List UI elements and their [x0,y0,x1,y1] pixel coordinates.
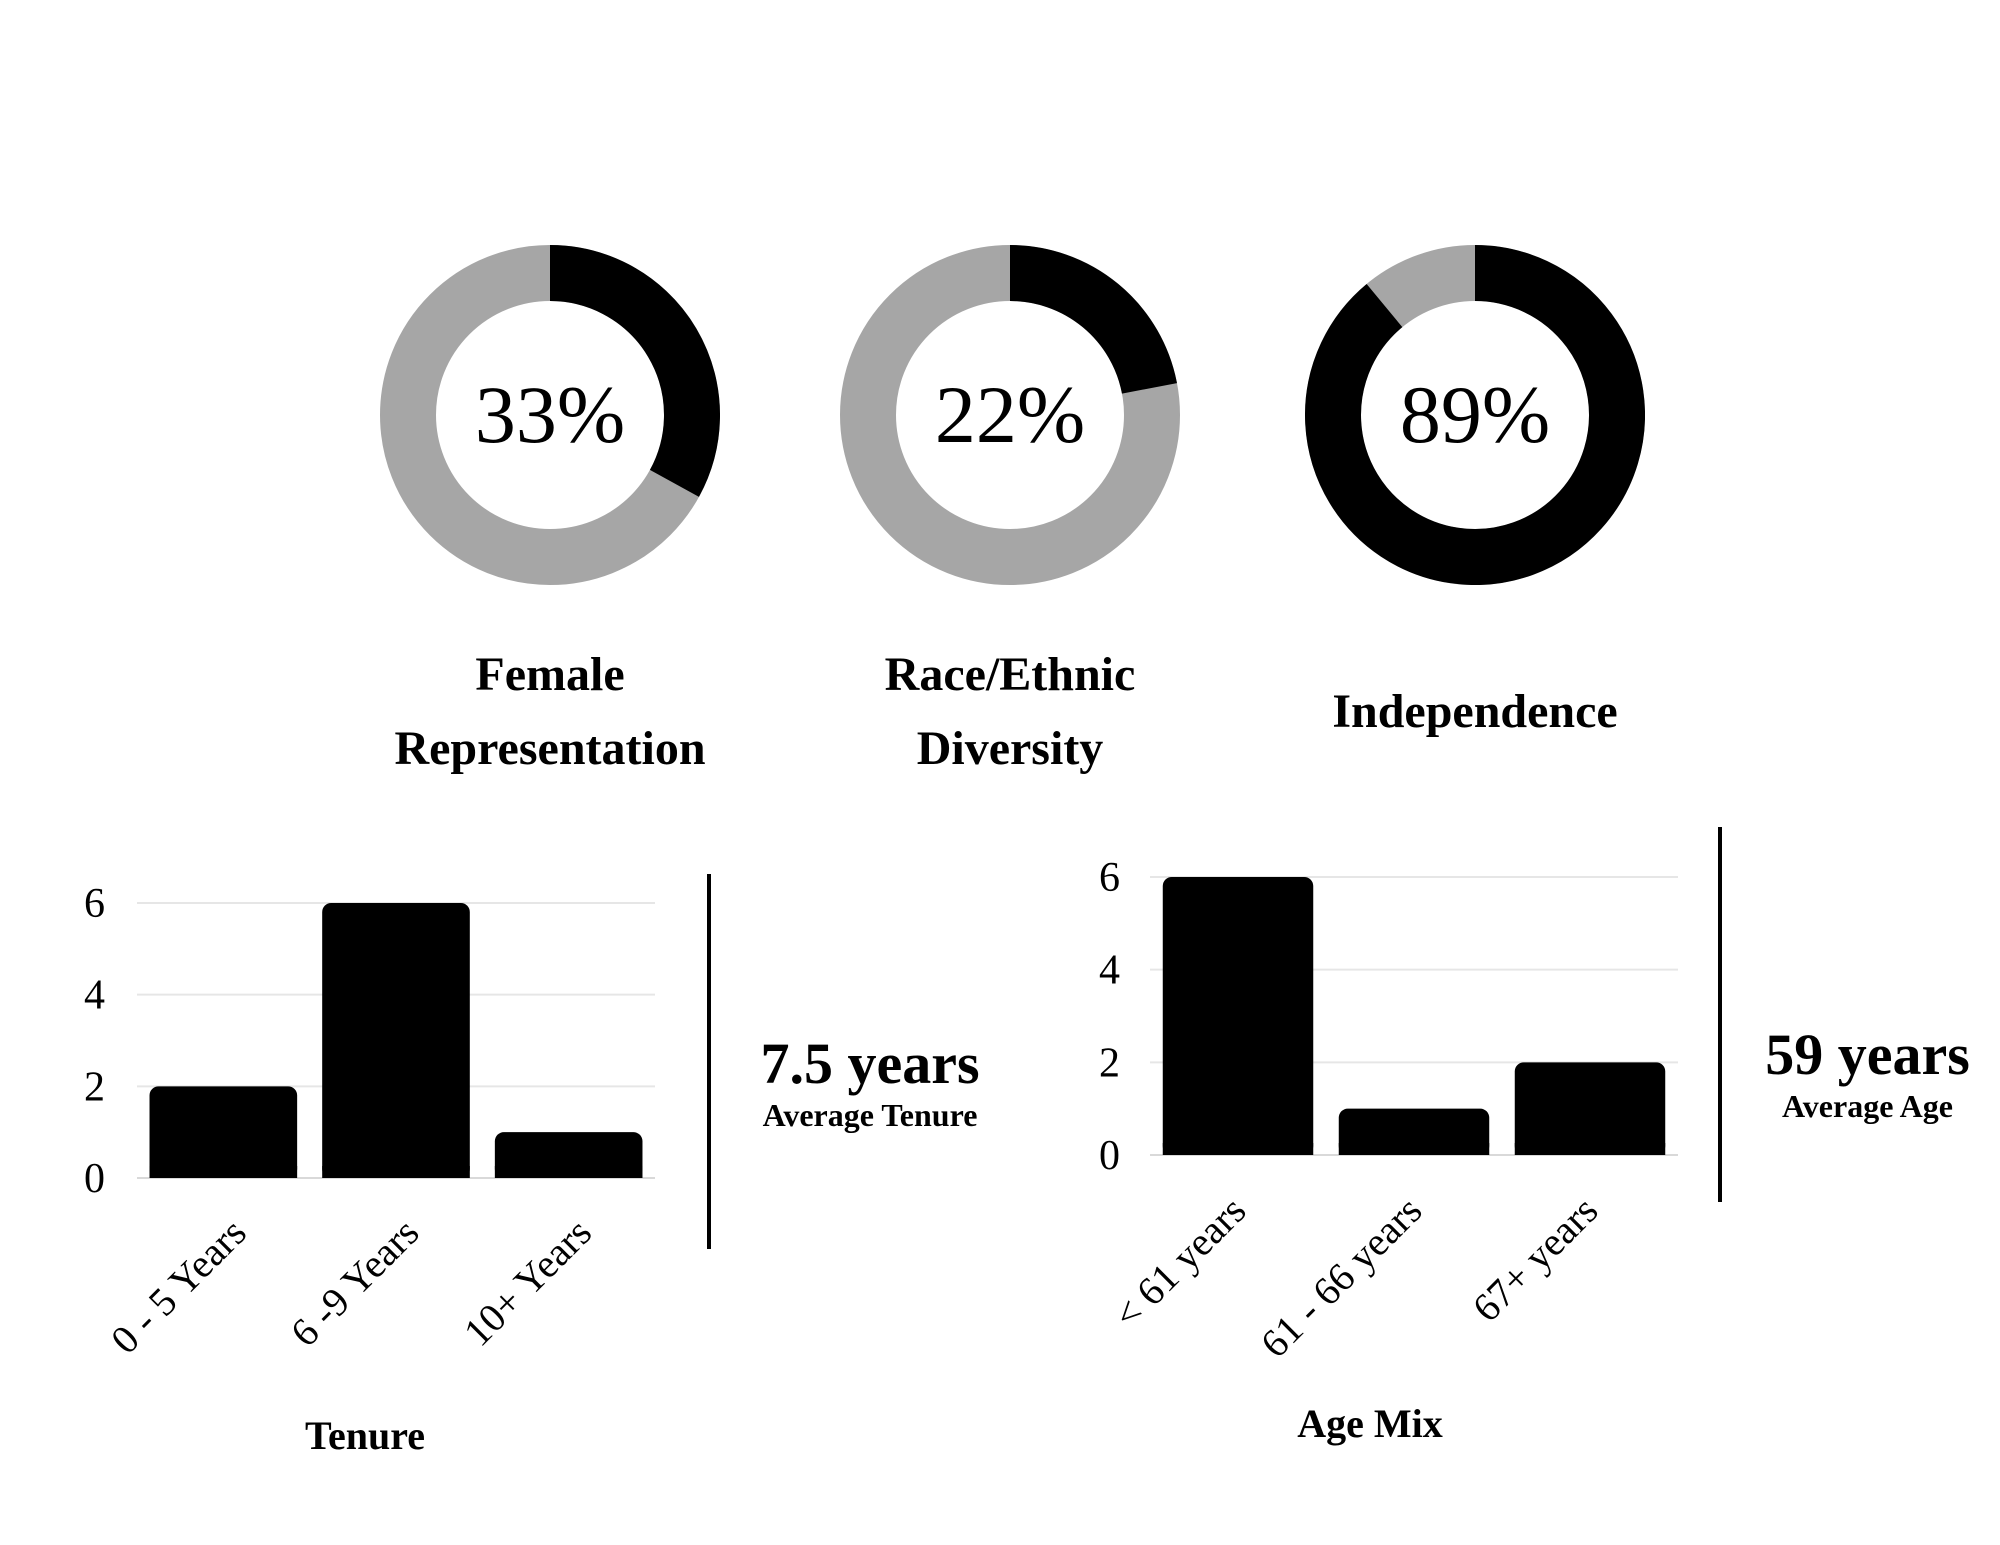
age-mix-chart-title: Age Mix [1297,1401,1443,1446]
y-tick-label: 4 [84,973,105,1019]
race-ethnic-diversity-donut: 22% [840,245,1180,585]
donut-label-independence: Independence [1265,675,1685,749]
donut-label-line: Independence [1332,685,1618,738]
bar [322,903,470,1178]
y-tick-label: 6 [1099,855,1120,901]
average-tenure-value: 7.5 years [760,1031,980,1096]
female-representation-donut: 33% [380,245,720,585]
bar-base [1338,1143,1490,1155]
donut-label-line: Female [475,648,625,701]
bar [149,1086,298,1178]
donut-label-line: Race/Ethnic [884,648,1136,701]
independence-donut: 89% [1305,245,1645,585]
bar-base [1514,1143,1666,1155]
y-tick-label: 2 [1099,1040,1120,1086]
bar-base [322,1166,470,1178]
donut-value: 22% [934,369,1086,460]
y-tick-label: 6 [84,881,105,927]
donut-filled-arc [1009,245,1177,395]
bar-base [1162,1143,1314,1155]
x-category-label: 67+ years [1464,1188,1607,1331]
average-tenure-caption: Average Tenure [762,1096,978,1133]
donut-label-female-representation: Female Representation [340,638,760,786]
donut-filled-arc [1305,245,1645,585]
y-tick-label: 4 [1099,948,1120,994]
donut-label-line: Diversity [916,722,1104,775]
donut-value: 33% [474,369,626,460]
y-tick-label: 2 [84,1064,105,1110]
y-tick-label: 0 [84,1156,105,1202]
average-age-value: 59 years [1765,1022,1970,1087]
bar [1162,877,1314,1155]
tenure-divider [707,874,711,1249]
x-category-label: 61 - 66 years [1252,1188,1431,1367]
bar [1514,1062,1666,1155]
average-tenure-stat: 7.5 years Average Tenure [730,1032,1010,1134]
donut-label-race-ethnic-diversity: Race/Ethnic Diversity [800,638,1220,786]
age-divider [1718,827,1722,1202]
tenure-chart-title: Tenure [304,1413,426,1458]
x-category-label: < 61 years [1104,1188,1254,1338]
y-tick-label: 0 [1099,1133,1120,1179]
bar-base [149,1166,298,1178]
donut-value: 89% [1399,369,1551,460]
average-age-stat: 59 years Average Age [1735,1023,2000,1125]
donut-label-line: Representation [394,722,706,775]
bar-base [494,1166,643,1178]
average-age-caption: Average Age [1782,1087,1953,1124]
donut-filled-arc [549,245,720,497]
